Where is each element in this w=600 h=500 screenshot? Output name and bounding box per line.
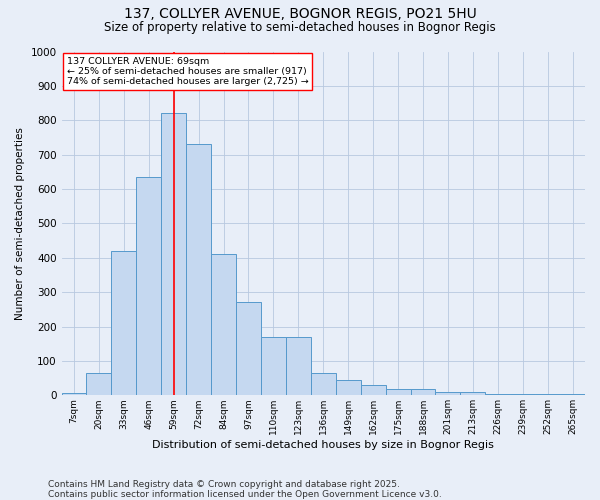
Bar <box>112 251 136 396</box>
Bar <box>436 392 460 396</box>
Bar <box>86 373 112 396</box>
Bar <box>410 389 436 396</box>
Y-axis label: Number of semi-detached properties: Number of semi-detached properties <box>15 127 25 320</box>
Bar <box>336 380 361 396</box>
Bar <box>485 394 510 396</box>
Bar <box>236 302 261 396</box>
Bar <box>361 385 386 396</box>
Bar <box>286 337 311 396</box>
Bar <box>460 392 485 396</box>
Bar <box>261 337 286 396</box>
Text: 137 COLLYER AVENUE: 69sqm
← 25% of semi-detached houses are smaller (917)
74% of: 137 COLLYER AVENUE: 69sqm ← 25% of semi-… <box>67 56 308 86</box>
Text: Contains HM Land Registry data © Crown copyright and database right 2025.
Contai: Contains HM Land Registry data © Crown c… <box>48 480 442 499</box>
Bar <box>186 144 211 396</box>
Bar <box>211 254 236 396</box>
Bar <box>136 177 161 396</box>
Bar <box>161 114 186 396</box>
Bar <box>311 373 336 396</box>
Text: Size of property relative to semi-detached houses in Bognor Regis: Size of property relative to semi-detach… <box>104 21 496 34</box>
Bar <box>510 394 535 396</box>
Bar <box>386 389 410 396</box>
Text: 137, COLLYER AVENUE, BOGNOR REGIS, PO21 5HU: 137, COLLYER AVENUE, BOGNOR REGIS, PO21 … <box>124 8 476 22</box>
Bar <box>62 393 86 396</box>
X-axis label: Distribution of semi-detached houses by size in Bognor Regis: Distribution of semi-detached houses by … <box>152 440 494 450</box>
Bar <box>535 394 560 396</box>
Bar <box>560 394 585 396</box>
